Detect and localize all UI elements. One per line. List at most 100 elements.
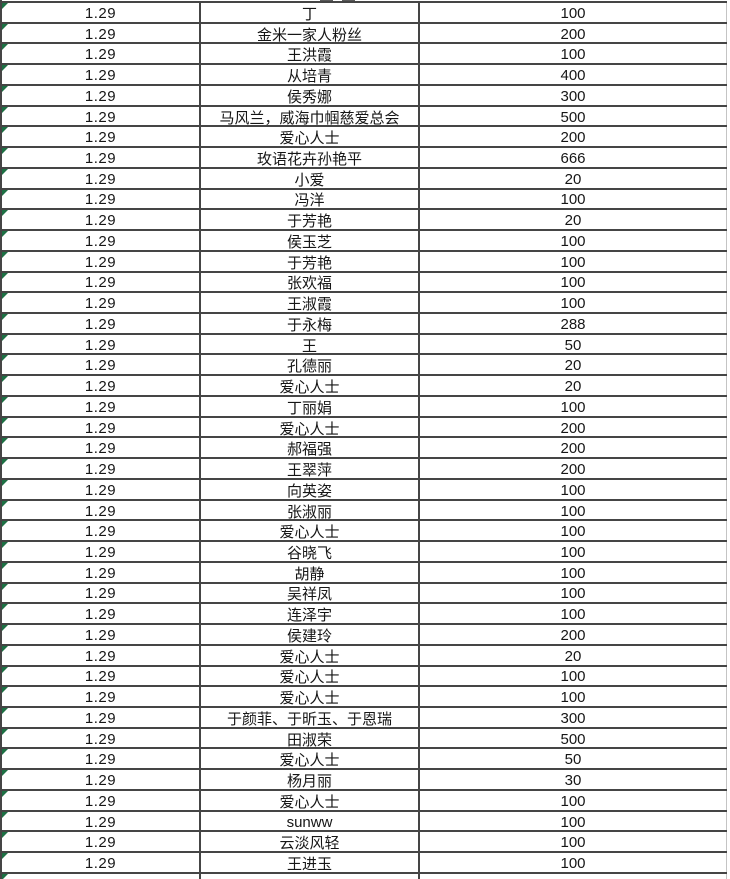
name-cell[interactable]: 于芳艳 [201, 251, 420, 271]
name-cell[interactable]: 于芳艳 [201, 210, 420, 230]
amount-cell[interactable]: 300 [420, 85, 727, 105]
date-cell[interactable]: 1.29 [2, 23, 201, 43]
amount-cell[interactable]: 20 [420, 355, 727, 375]
date-cell[interactable]: 1.29 [2, 106, 201, 126]
amount-cell[interactable]: 288 [420, 314, 727, 333]
amount-cell[interactable]: 100 [420, 542, 727, 561]
date-cell[interactable]: 1.29 [2, 376, 201, 395]
date-cell[interactable]: 1.29 [2, 625, 201, 644]
amount-cell[interactable]: 500 [420, 728, 727, 748]
amount-cell[interactable]: 100 [420, 832, 727, 852]
date-cell[interactable]: 1.29 [2, 500, 201, 520]
date-cell[interactable]: 1.29 [2, 251, 201, 271]
date-cell[interactable]: 1.29 [2, 44, 201, 64]
name-cell[interactable]: 孔德丽 [201, 355, 420, 375]
name-cell[interactable]: 谷晓飞 [201, 542, 420, 561]
name-cell[interactable]: 爱心人士 [201, 666, 420, 686]
amount-cell[interactable]: 100 [420, 666, 727, 686]
amount-cell[interactable]: 20 [420, 376, 727, 395]
name-cell[interactable]: 冯洋 [201, 189, 420, 209]
name-cell[interactable]: 郝福强 [201, 438, 420, 458]
date-cell[interactable]: 1.29 [2, 790, 201, 810]
date-cell[interactable]: 1.29 [2, 396, 201, 416]
amount-cell[interactable]: 200 [420, 127, 727, 147]
date-cell[interactable]: 1.29 [2, 853, 201, 872]
date-cell[interactable]: 1.29 [2, 293, 201, 313]
amount-cell[interactable]: 666 [420, 148, 727, 167]
name-cell[interactable]: 丁 [201, 3, 420, 22]
name-cell[interactable]: 于永梅 [201, 314, 420, 333]
name-cell[interactable]: 连泽宇 [201, 604, 420, 624]
date-cell[interactable]: 1.29 [2, 811, 201, 831]
amount-cell[interactable]: 30 [420, 770, 727, 789]
amount-cell[interactable]: 300 [420, 707, 727, 727]
name-cell[interactable]: 爱心人士 [201, 417, 420, 437]
amount-cell[interactable]: 100 [420, 562, 727, 582]
name-cell[interactable]: 爱心人士 [201, 127, 420, 147]
amount-cell[interactable]: 200 [420, 459, 727, 478]
date-cell[interactable]: 1.29 [2, 562, 201, 582]
date-cell[interactable]: 1.29 [2, 314, 201, 333]
amount-cell[interactable]: 100 [420, 687, 727, 706]
name-cell[interactable]: 侯建玲 [201, 625, 420, 644]
name-cell[interactable]: 张淑丽 [201, 500, 420, 520]
amount-cell[interactable]: 20 [420, 645, 727, 665]
date-cell[interactable]: 1.29 [2, 168, 201, 188]
name-cell[interactable]: 从培青 [201, 65, 420, 84]
date-cell[interactable]: 1.29 [2, 873, 201, 879]
amount-cell[interactable]: 100 [420, 790, 727, 810]
date-cell[interactable]: 1.29 [2, 272, 201, 292]
amount-cell[interactable]: 100 [420, 251, 727, 271]
date-cell[interactable]: 1.29 [2, 832, 201, 852]
amount-cell[interactable]: 100 [420, 500, 727, 520]
name-cell[interactable]: 马风兰，威海巾帼慈爱总会 [201, 106, 420, 126]
date-cell[interactable]: 1.29 [2, 148, 201, 167]
amount-cell[interactable]: 20 [420, 168, 727, 188]
amount-cell[interactable]: 100 [420, 44, 727, 64]
name-cell[interactable]: 爱心人士 [201, 687, 420, 706]
date-cell[interactable]: 1.29 [2, 521, 201, 541]
amount-cell[interactable]: 20 [420, 210, 727, 230]
name-cell[interactable]: 张欢福 [201, 272, 420, 292]
amount-cell[interactable]: 100 [420, 583, 727, 603]
name-cell[interactable]: 爱心人士 [201, 645, 420, 665]
name-cell[interactable]: 田淑荣 [201, 728, 420, 748]
name-cell[interactable]: 王淑霞 [201, 293, 420, 313]
name-cell[interactable]: 于颜菲、于昕玉、于恩瑞 [201, 707, 420, 727]
amount-cell[interactable]: 100 [420, 604, 727, 624]
name-cell[interactable]: 云淡风轻 [201, 832, 420, 852]
name-cell[interactable]: 爱心人士 [201, 790, 420, 810]
date-cell[interactable]: 1.29 [2, 459, 201, 478]
amount-cell[interactable]: 200 [420, 625, 727, 644]
amount-cell[interactable]: 500 [420, 106, 727, 126]
amount-cell[interactable]: 50 [420, 749, 727, 769]
date-cell[interactable]: 1.29 [2, 355, 201, 375]
amount-cell[interactable]: 100 [420, 811, 727, 831]
date-cell[interactable]: 1.29 [2, 687, 201, 706]
amount-cell[interactable]: 200 [420, 23, 727, 43]
date-cell[interactable]: 1.29 [2, 707, 201, 727]
amount-cell[interactable]: 400 [420, 65, 727, 84]
name-cell[interactable]: 爱心人士 [201, 749, 420, 769]
date-cell[interactable]: 1.29 [2, 417, 201, 437]
amount-cell[interactable]: 100 [420, 396, 727, 416]
amount-cell[interactable]: 50 [420, 334, 727, 354]
amount-cell[interactable]: 200 [420, 438, 727, 458]
amount-cell[interactable]: 100 [420, 521, 727, 541]
name-cell[interactable]: 玫语花卉孙艳平 [201, 148, 420, 167]
amount-cell[interactable]: 200 [420, 417, 727, 437]
amount-cell[interactable]: 100 [420, 272, 727, 292]
date-cell[interactable]: 1.29 [2, 542, 201, 561]
name-cell[interactable]: 金米一家人粉丝 [201, 23, 420, 43]
date-cell[interactable]: 1.29 [2, 85, 201, 105]
date-cell[interactable]: 1.29 [2, 334, 201, 354]
date-cell[interactable]: 1.29 [2, 231, 201, 250]
date-cell[interactable]: 1.29 [2, 3, 201, 22]
date-cell[interactable]: 1.29 [2, 666, 201, 686]
name-cell[interactable]: 爱心人士 [201, 376, 420, 395]
amount-cell[interactable]: 100 [420, 3, 727, 22]
name-cell[interactable]: 王洪霞 [201, 44, 420, 64]
name-cell[interactable]: 王进玉 [201, 853, 420, 872]
name-cell[interactable]: 吴祥凤 [201, 583, 420, 603]
date-cell[interactable]: 1.29 [2, 583, 201, 603]
